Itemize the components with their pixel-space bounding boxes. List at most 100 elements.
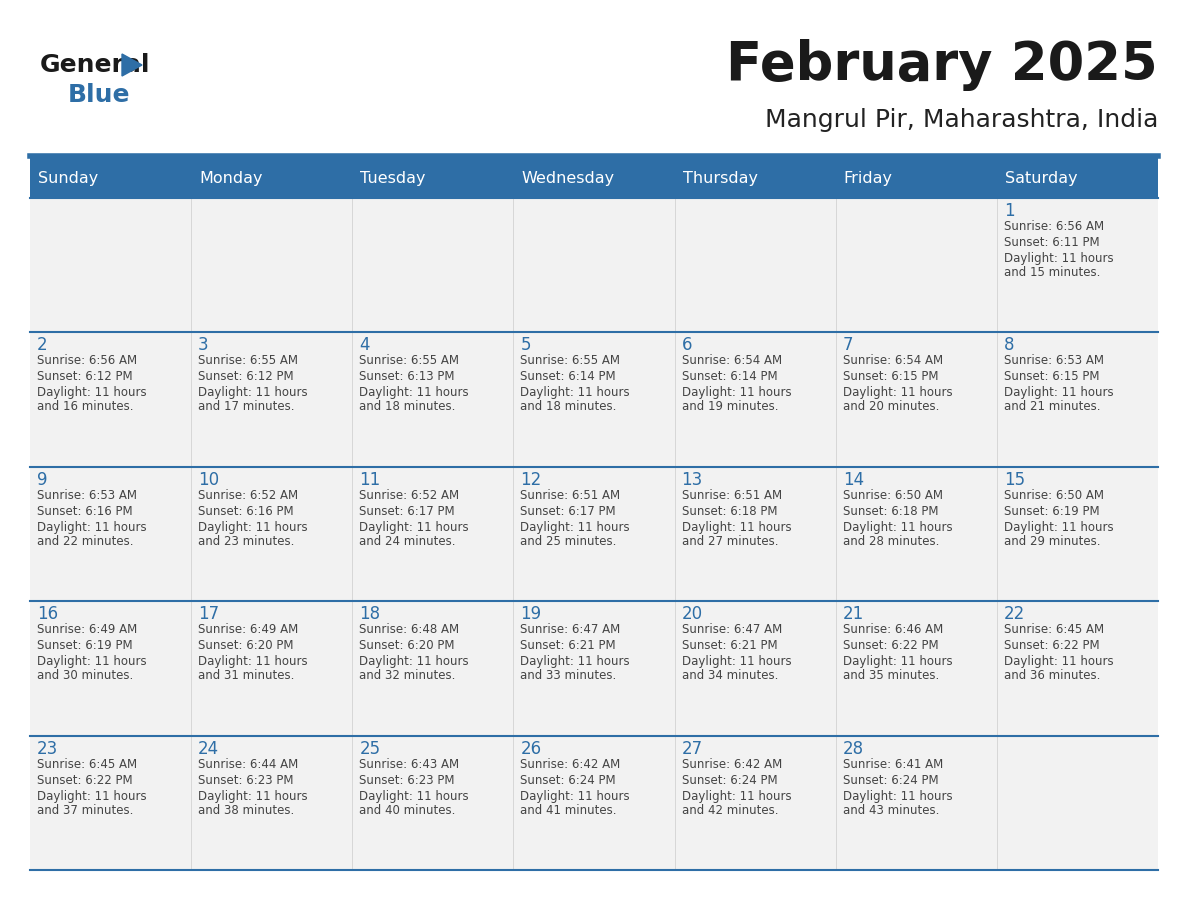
Text: and 37 minutes.: and 37 minutes. (37, 803, 133, 817)
Text: and 32 minutes.: and 32 minutes. (359, 669, 456, 682)
Polygon shape (122, 54, 143, 76)
Bar (513, 735, 675, 870)
Text: 9: 9 (37, 471, 48, 488)
Text: and 24 minutes.: and 24 minutes. (359, 535, 456, 548)
Text: and 23 minutes.: and 23 minutes. (198, 535, 295, 548)
Text: Sunset: 6:20 PM: Sunset: 6:20 PM (359, 639, 455, 652)
Text: Daylight: 11 hours: Daylight: 11 hours (198, 789, 308, 802)
Text: Sunrise: 6:56 AM: Sunrise: 6:56 AM (1004, 220, 1104, 233)
Bar (191, 332, 353, 466)
Text: Daylight: 11 hours: Daylight: 11 hours (1004, 252, 1113, 265)
Text: Monday: Monday (200, 171, 263, 185)
Text: Sunset: 6:12 PM: Sunset: 6:12 PM (37, 370, 133, 384)
Text: Sunrise: 6:51 AM: Sunrise: 6:51 AM (682, 488, 782, 502)
Text: and 40 minutes.: and 40 minutes. (359, 803, 456, 817)
Bar (675, 466, 835, 601)
Text: and 21 minutes.: and 21 minutes. (1004, 400, 1100, 413)
Text: Daylight: 11 hours: Daylight: 11 hours (359, 789, 469, 802)
Bar (30, 198, 191, 332)
Bar (353, 198, 513, 332)
Text: Sunset: 6:19 PM: Sunset: 6:19 PM (1004, 505, 1099, 518)
Bar (191, 601, 353, 735)
Text: Daylight: 11 hours: Daylight: 11 hours (520, 386, 630, 399)
Text: Daylight: 11 hours: Daylight: 11 hours (198, 386, 308, 399)
Text: 19: 19 (520, 605, 542, 623)
Text: 7: 7 (842, 336, 853, 354)
Text: Sunset: 6:19 PM: Sunset: 6:19 PM (37, 639, 133, 652)
Text: Sunrise: 6:46 AM: Sunrise: 6:46 AM (842, 623, 943, 636)
Text: Daylight: 11 hours: Daylight: 11 hours (520, 789, 630, 802)
Text: and 20 minutes.: and 20 minutes. (842, 400, 939, 413)
Text: Sunset: 6:23 PM: Sunset: 6:23 PM (359, 774, 455, 787)
Text: Blue: Blue (68, 83, 131, 107)
Bar (30, 332, 191, 466)
Text: 24: 24 (198, 740, 220, 757)
Text: Sunrise: 6:52 AM: Sunrise: 6:52 AM (359, 488, 460, 502)
Text: Daylight: 11 hours: Daylight: 11 hours (842, 789, 953, 802)
Text: Daylight: 11 hours: Daylight: 11 hours (682, 789, 791, 802)
Text: Sunset: 6:22 PM: Sunset: 6:22 PM (37, 774, 133, 787)
Text: Sunset: 6:24 PM: Sunset: 6:24 PM (842, 774, 939, 787)
Text: and 15 minutes.: and 15 minutes. (1004, 266, 1100, 279)
Text: Sunrise: 6:49 AM: Sunrise: 6:49 AM (37, 623, 138, 636)
Text: and 41 minutes.: and 41 minutes. (520, 803, 617, 817)
Text: Sunrise: 6:47 AM: Sunrise: 6:47 AM (682, 623, 782, 636)
Text: Daylight: 11 hours: Daylight: 11 hours (359, 521, 469, 533)
Text: Daylight: 11 hours: Daylight: 11 hours (37, 521, 146, 533)
Text: Daylight: 11 hours: Daylight: 11 hours (37, 386, 146, 399)
Text: Sunrise: 6:53 AM: Sunrise: 6:53 AM (37, 488, 137, 502)
Text: Daylight: 11 hours: Daylight: 11 hours (520, 521, 630, 533)
Text: 21: 21 (842, 605, 864, 623)
Text: and 18 minutes.: and 18 minutes. (520, 400, 617, 413)
Text: Sunset: 6:17 PM: Sunset: 6:17 PM (359, 505, 455, 518)
Text: Saturday: Saturday (1005, 171, 1078, 185)
Text: Thursday: Thursday (683, 171, 758, 185)
Text: Daylight: 11 hours: Daylight: 11 hours (1004, 521, 1113, 533)
Text: and 27 minutes.: and 27 minutes. (682, 535, 778, 548)
Text: Sunset: 6:21 PM: Sunset: 6:21 PM (682, 639, 777, 652)
Bar (513, 198, 675, 332)
Text: Sunrise: 6:42 AM: Sunrise: 6:42 AM (520, 757, 620, 770)
Text: and 35 minutes.: and 35 minutes. (842, 669, 939, 682)
Text: and 30 minutes.: and 30 minutes. (37, 669, 133, 682)
Text: Friday: Friday (843, 171, 892, 185)
Text: and 34 minutes.: and 34 minutes. (682, 669, 778, 682)
Text: Sunset: 6:18 PM: Sunset: 6:18 PM (842, 505, 939, 518)
Text: 2: 2 (37, 336, 48, 354)
Text: Daylight: 11 hours: Daylight: 11 hours (359, 655, 469, 668)
Text: Sunset: 6:21 PM: Sunset: 6:21 PM (520, 639, 617, 652)
Bar (353, 735, 513, 870)
Text: Sunrise: 6:54 AM: Sunrise: 6:54 AM (682, 354, 782, 367)
Bar (191, 735, 353, 870)
Text: Sunrise: 6:41 AM: Sunrise: 6:41 AM (842, 757, 943, 770)
Text: Daylight: 11 hours: Daylight: 11 hours (842, 521, 953, 533)
Text: Sunrise: 6:48 AM: Sunrise: 6:48 AM (359, 623, 460, 636)
Text: and 18 minutes.: and 18 minutes. (359, 400, 456, 413)
Bar (30, 466, 191, 601)
Text: Daylight: 11 hours: Daylight: 11 hours (520, 655, 630, 668)
Text: Sunset: 6:15 PM: Sunset: 6:15 PM (842, 370, 939, 384)
Text: and 17 minutes.: and 17 minutes. (198, 400, 295, 413)
Text: Sunset: 6:24 PM: Sunset: 6:24 PM (520, 774, 617, 787)
Text: 23: 23 (37, 740, 58, 757)
Text: 26: 26 (520, 740, 542, 757)
Text: 25: 25 (359, 740, 380, 757)
Text: Sunrise: 6:55 AM: Sunrise: 6:55 AM (520, 354, 620, 367)
Bar (997, 466, 1158, 601)
Bar (30, 158, 1158, 198)
Bar (513, 466, 675, 601)
Bar (997, 198, 1158, 332)
Bar (997, 332, 1158, 466)
Text: Daylight: 11 hours: Daylight: 11 hours (37, 789, 146, 802)
Text: Daylight: 11 hours: Daylight: 11 hours (37, 655, 146, 668)
Bar (835, 735, 997, 870)
Bar (835, 198, 997, 332)
Text: General: General (40, 53, 151, 77)
Text: Sunrise: 6:56 AM: Sunrise: 6:56 AM (37, 354, 137, 367)
Text: Daylight: 11 hours: Daylight: 11 hours (1004, 655, 1113, 668)
Text: 1: 1 (1004, 202, 1015, 220)
Bar (353, 466, 513, 601)
Text: Sunset: 6:14 PM: Sunset: 6:14 PM (520, 370, 617, 384)
Text: Sunrise: 6:53 AM: Sunrise: 6:53 AM (1004, 354, 1104, 367)
Text: and 43 minutes.: and 43 minutes. (842, 803, 939, 817)
